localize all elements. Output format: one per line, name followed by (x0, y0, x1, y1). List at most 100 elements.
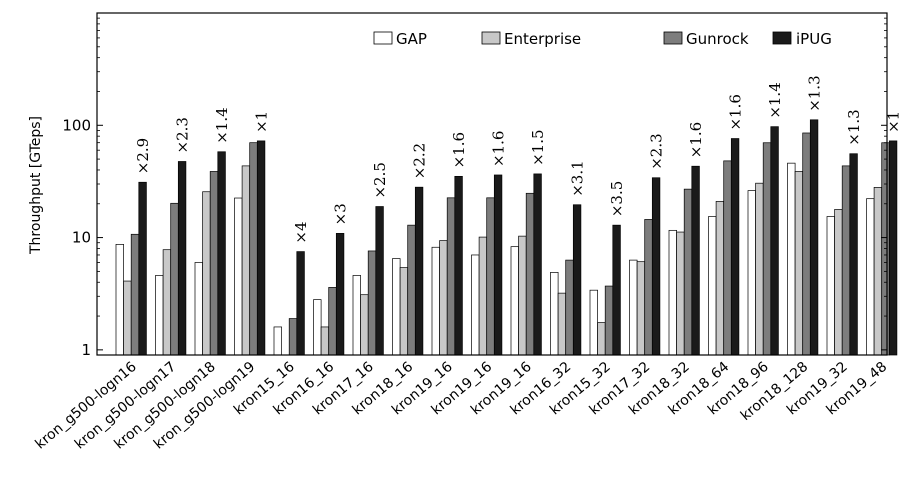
speedup-annotation: ×3.1 (568, 160, 586, 196)
speedup-annotation: ×1 (884, 111, 902, 133)
bar-gunrock-19 (881, 142, 890, 356)
bar-gap-12 (589, 289, 598, 356)
bar-enterprise-10 (518, 235, 527, 356)
bar-gunrock-2 (209, 171, 219, 356)
bar-gap-13 (629, 259, 638, 356)
speedup-annotation: ×2.9 (134, 138, 152, 174)
speedup-annotation: ×1.6 (450, 132, 468, 168)
y-axis-title: Throughput [GTeps] (28, 116, 44, 255)
bar-gap-19 (866, 198, 875, 356)
bar-ipug-8 (454, 175, 463, 356)
bar-ipug-18 (849, 153, 858, 356)
bar-enterprise-8 (439, 240, 448, 356)
bar-ipug-3 (256, 140, 266, 356)
bar-enterprise-16 (755, 182, 764, 356)
bar-gunrock-4 (288, 318, 298, 356)
bar-gap-8 (431, 246, 440, 356)
speedup-annotation: ×1.5 (529, 129, 547, 165)
bar-enterprise-9 (478, 236, 488, 356)
speedup-annotation: ×2.2 (410, 143, 428, 179)
bar-gunrock-10 (525, 192, 535, 356)
bar-gunrock-7 (407, 224, 416, 356)
speedup-annotation: ×1.6 (489, 131, 507, 167)
bar-gunrock-14 (683, 188, 693, 356)
speedup-annotation: ×1.3 (805, 75, 823, 111)
bar-gap-9 (471, 254, 480, 356)
bar-ipug-16 (770, 126, 779, 356)
speedup-annotation: ×1 (252, 111, 270, 133)
speedup-annotation: ×1.4 (213, 107, 231, 143)
bar-gunrock-3 (249, 142, 258, 356)
bar-enterprise-6 (360, 294, 369, 356)
bar-gunrock-5 (328, 287, 337, 356)
bar-ipug-12 (612, 224, 621, 356)
bar-gunrock-11 (565, 259, 574, 356)
speedup-annotation: ×2.3 (173, 117, 191, 153)
bar-gunrock-12 (604, 285, 614, 356)
bar-ipug-7 (414, 186, 424, 356)
bar-gap-11 (550, 272, 559, 356)
bar-ipug-0 (138, 181, 147, 356)
bar-enterprise-7 (399, 267, 409, 356)
annotations: ×2.9 ×2.3 ×1.4 ×1 ×4 ×3 ×2.5 ×2.2 ×1.6 ×1.6 ×1.5 ×3… (134, 75, 902, 243)
bar-gunrock-1 (170, 202, 179, 356)
bar-enterprise-1 (162, 249, 172, 356)
bar-ipug-13 (651, 177, 661, 356)
bar-gunrock-13 (644, 219, 653, 356)
bar-gunrock-16 (762, 142, 772, 356)
bar-gap-2 (194, 262, 203, 356)
speedup-annotation: ×1.6 (726, 94, 744, 130)
bar-gap-0 (115, 244, 124, 356)
bar-enterprise-14 (676, 231, 685, 356)
bar-enterprise-0 (123, 280, 132, 356)
speedup-annotation: ×3 (331, 203, 349, 225)
bar-ipug-2 (217, 151, 226, 356)
legend-label-ipug: iPUG (796, 30, 832, 48)
speedup-annotation: ×2.5 (371, 162, 389, 198)
bar-ipug-4 (296, 251, 305, 356)
bar-gap-15 (708, 216, 717, 356)
bar-ipug-15 (730, 138, 740, 356)
bar-gap-16 (747, 190, 756, 356)
bar-ipug-17 (809, 119, 819, 356)
speedup-annotation: ×1.4 (766, 82, 784, 118)
bar-gap-5 (313, 299, 322, 356)
bar-enterprise-18 (834, 209, 843, 356)
bar-gap-17 (787, 162, 796, 356)
legend-swatch-gap (373, 31, 393, 45)
bar-ipug-5 (335, 233, 345, 356)
bar-gap-7 (392, 258, 401, 356)
bar-enterprise-11 (557, 292, 567, 356)
bar-gunrock-0 (130, 233, 140, 356)
legend-swatch-enterprise (481, 31, 501, 45)
bar-gap-1 (155, 275, 164, 356)
speedup-annotation: ×1.3 (845, 109, 863, 145)
bar-enterprise-2 (202, 191, 211, 356)
y-tick-label: 100 (62, 116, 91, 134)
legend-swatch-gunrock (663, 31, 683, 45)
bar-gunrock-6 (367, 250, 377, 356)
speedup-annotation: ×2.3 (647, 133, 665, 169)
bar-ipug-9 (493, 174, 503, 356)
bar-enterprise-3 (241, 165, 251, 356)
legend-label-gunrock: Gunrock (686, 30, 749, 48)
bar-gunrock-9 (486, 197, 495, 356)
bar-gap-4 (273, 326, 282, 356)
legend: GAP Enterprise Gunrock iPUG (373, 30, 832, 48)
bar-enterprise-17 (794, 171, 804, 356)
speedup-annotation: ×3.5 (608, 181, 626, 217)
bar-enterprise-13 (636, 261, 646, 356)
bar-gap-18 (826, 216, 835, 356)
bar-gap-10 (510, 246, 519, 356)
y-tick-label: 10 (72, 229, 91, 247)
speedup-annotation: ×4 (292, 221, 310, 243)
legend-label-gap: GAP (396, 30, 427, 48)
bar-enterprise-5 (320, 326, 330, 356)
bars (115, 119, 898, 356)
bar-gunrock-18 (841, 165, 851, 356)
bar-gunrock-17 (802, 132, 811, 356)
bar-gap-6 (352, 275, 361, 356)
bar-gunrock-8 (446, 197, 456, 356)
speedup-annotation: ×1.6 (687, 122, 705, 158)
